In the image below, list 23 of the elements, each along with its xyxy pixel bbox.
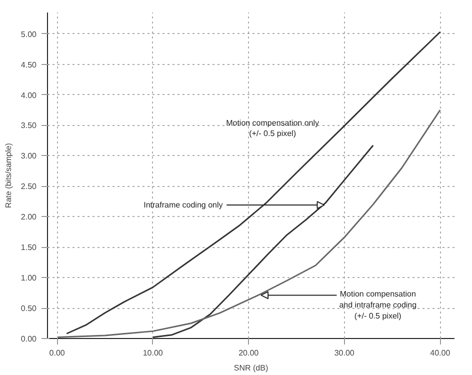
x-tick-label: 20.00 <box>238 348 260 358</box>
line-series <box>56 109 441 338</box>
annotation: Motion compensation only (+/- 0.5 pixel) <box>226 118 320 138</box>
y-tick-label: 3.50 <box>20 121 38 130</box>
y-tick-label: 5.00 <box>20 30 38 39</box>
y-tick-label: 4.50 <box>20 60 38 70</box>
y-tick-label: 0.50 <box>20 304 38 314</box>
line-series <box>66 31 441 334</box>
x-axis-title: SNR (dB) <box>234 364 268 372</box>
x-tick-label: 30.00 <box>334 348 355 358</box>
y-tick-label: 1.50 <box>20 243 38 252</box>
annotation: Motion compensation and intraframe coding (+/- 0.5 pixel) <box>339 290 417 320</box>
annotation: Intraframe coding only <box>144 200 223 210</box>
y-tick-label: 2.50 <box>20 182 38 192</box>
y-tick-label: 3.00 <box>20 152 38 161</box>
y-axis-title: Rate (bits/sample) <box>4 142 13 208</box>
x-tick-label: 10.00 <box>142 348 164 358</box>
x-tick-label: 0.00 <box>49 348 66 358</box>
x-tick-label: 40.00 <box>430 348 451 358</box>
y-tick-label: 0.00 <box>20 334 38 344</box>
y-tick-label: 2.00 <box>20 212 38 222</box>
y-tick-label: 1.00 <box>20 274 38 283</box>
y-tick-label: 4.00 <box>20 90 38 100</box>
